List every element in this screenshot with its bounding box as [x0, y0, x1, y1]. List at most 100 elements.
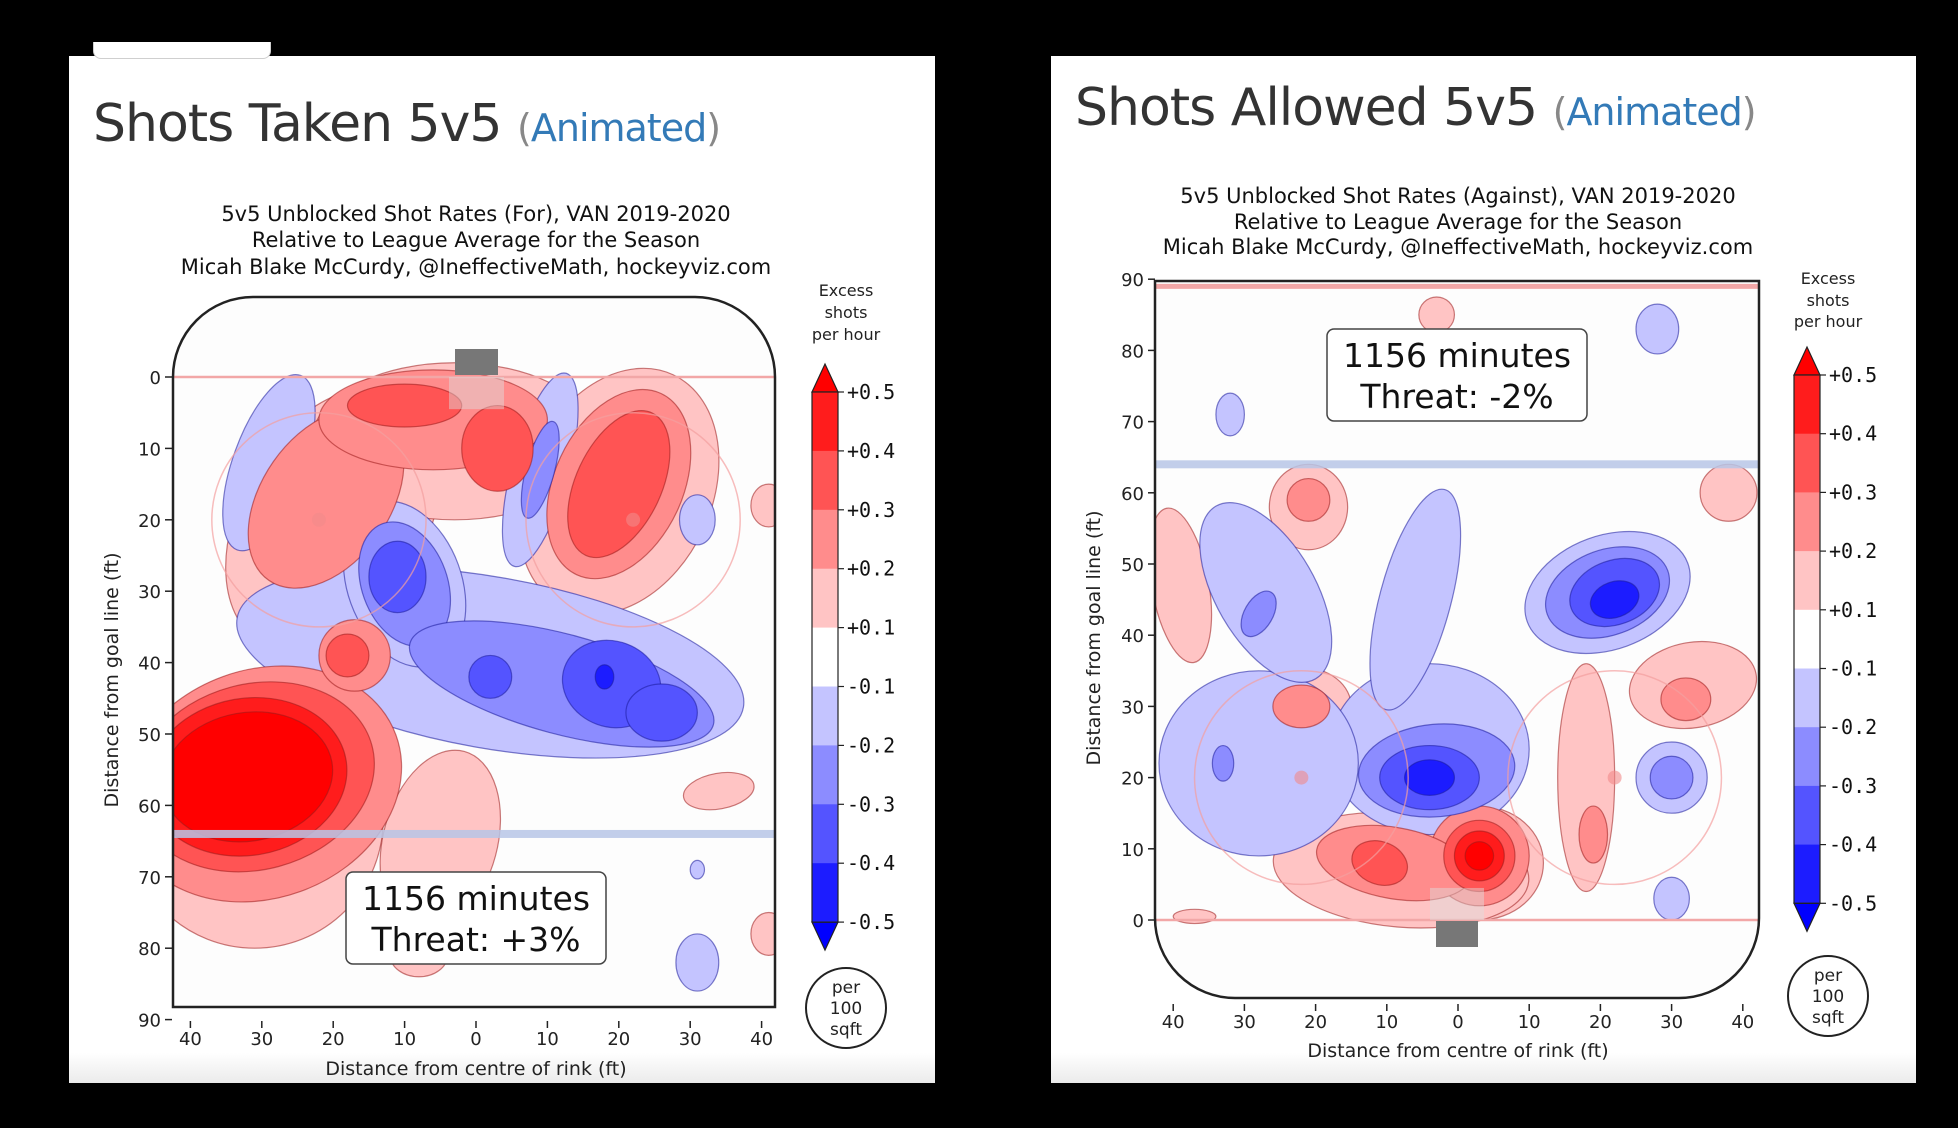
colorbar-tick-label: -0.1 [847, 675, 895, 699]
y-tick-label: 20 [138, 511, 161, 532]
y-tick-label: 90 [138, 1011, 161, 1032]
x-tick-label: 40 [750, 1029, 773, 1050]
panel-heading: Shots Taken 5v5 (Animated) [93, 94, 721, 154]
y-axis-label: Distance from goal line (ft) [1083, 511, 1105, 766]
heat-contour-negative [1403, 759, 1456, 796]
colorbar-segment [812, 568, 838, 629]
threat-annotation-box [345, 871, 607, 965]
chart-title-line: Relative to League Average for the Seaso… [1234, 210, 1682, 234]
colorbar-title: shots [1807, 291, 1850, 310]
colorbar-arrow-top [1793, 345, 1821, 376]
x-tick-label: 20 [607, 1029, 630, 1050]
rink-boards [1153, 279, 1761, 1000]
heat-contour-positive [1660, 677, 1712, 722]
colorbar-tick-label: -0.5 [847, 910, 895, 934]
x-tick-label: 20 [1304, 1012, 1327, 1033]
colorbar-tick-label: +0.1 [1829, 598, 1877, 622]
y-tick-label: 50 [1121, 555, 1144, 576]
colorbar-segment [1794, 785, 1820, 846]
heat-contour-negative [1649, 755, 1694, 800]
colorbar-tick-label: -0.3 [1829, 774, 1877, 798]
colorbar-segment [1794, 609, 1820, 669]
faceoff-circle [1193, 670, 1409, 886]
faceoff-dot [311, 512, 326, 527]
paren-close: ) [1741, 90, 1757, 134]
colorbar-title: per hour [812, 325, 881, 344]
chart-title-line: Micah Blake McCurdy, @IneffectiveMath, h… [1163, 235, 1753, 259]
blue-line [173, 829, 775, 838]
x-tick-label: 10 [1518, 1012, 1541, 1033]
heat-contour-positive [567, 410, 671, 559]
chart-title-line: 5v5 Unblocked Shot Rates (For), VAN 2019… [221, 202, 730, 226]
colorbar-segment [1794, 668, 1820, 728]
goal-crease [1430, 887, 1484, 920]
heat-contour-negative [468, 654, 513, 699]
minutes-label: 1156 minutes [362, 879, 590, 918]
heat-contour-negative [1215, 392, 1246, 437]
colorbar-segment [812, 804, 838, 864]
colorbar-tick-label: +0.2 [847, 557, 895, 581]
faceoff-dot [1607, 770, 1622, 785]
rink-contents [173, 297, 775, 1007]
goal-net [1436, 921, 1478, 947]
unit-badge-text: 100 [1812, 987, 1844, 1007]
threat-label: Threat: +3% [371, 920, 581, 959]
y-tick-label: 60 [138, 796, 161, 817]
colorbar-title: per hour [1794, 312, 1863, 331]
heat-contour-positive [1578, 805, 1609, 864]
x-tick-label: 20 [1589, 1012, 1612, 1033]
heat-contour-positive [1172, 908, 1217, 925]
colorbar-title: Excess [819, 281, 874, 300]
faceoff-dot [626, 512, 641, 527]
heat-contour-negative [1240, 590, 1277, 638]
bottom-fade [1051, 1053, 1916, 1083]
x-tick-label: 40 [1731, 1012, 1754, 1033]
heat-contour-negative [1369, 488, 1462, 711]
chart-title-line: 5v5 Unblocked Shot Rates (Against), VAN … [1180, 184, 1735, 208]
y-tick-label: 10 [138, 439, 161, 460]
y-tick-label: 0 [150, 368, 161, 389]
y-tick-label: 60 [1121, 484, 1144, 505]
y-tick-label: 90 [1121, 270, 1144, 291]
colorbar-segment [812, 450, 838, 511]
chart-title-line: Relative to League Average for the Seaso… [252, 228, 700, 252]
heat-contour-negative [1589, 580, 1640, 619]
colorbar-tick-label: +0.2 [1829, 539, 1877, 563]
paren-open: ( [1552, 90, 1568, 134]
colorbar-tick-label: -0.4 [1829, 833, 1877, 857]
colorbar-frame [811, 391, 839, 923]
y-tick-label: 70 [138, 868, 161, 889]
y-tick-label: 40 [1121, 626, 1144, 647]
heat-contour-positive [1286, 477, 1331, 522]
y-tick-label: 30 [1121, 697, 1144, 718]
animated-link[interactable]: Animated [1566, 90, 1742, 134]
x-tick-label: 30 [679, 1029, 702, 1050]
heat-contour-positive [750, 483, 775, 528]
colorbar-arrow-bottom [811, 921, 839, 952]
heading-text: Shots Taken 5v5 [93, 94, 502, 154]
chart-title-line: Micah Blake McCurdy, @IneffectiveMath, h… [181, 255, 771, 279]
x-tick-label: 10 [536, 1029, 559, 1050]
faceoff-dot [1294, 770, 1309, 785]
heat-contour-positive [1351, 840, 1409, 886]
colorbar: Excess shots per hour +0.5 +0.4 +0.3 +0.2 +0.1 -… [1787, 269, 1877, 1037]
colorbar-tick-label: -0.2 [1829, 715, 1877, 739]
colorbar-tick-label: +0.4 [847, 439, 895, 463]
unit-badge [805, 967, 887, 1049]
threat-label: Threat: -2% [1359, 377, 1553, 416]
heat-contour-negative [678, 494, 716, 546]
colorbar-tick-label: +0.5 [847, 380, 895, 404]
colorbar-tick-label: +0.4 [1829, 422, 1877, 446]
heat-contour-positive [325, 633, 370, 678]
colorbar-title: shots [825, 303, 868, 322]
x-tick-label: 30 [1233, 1012, 1256, 1033]
unit-badge [1787, 955, 1869, 1037]
colorbar-segment [812, 686, 838, 746]
colorbar-tick-label: -0.1 [1829, 657, 1877, 681]
animated-link[interactable]: Animated [530, 106, 707, 150]
tab-stub[interactable] [93, 42, 271, 59]
panel-heading: Shots Allowed 5v5 (Animated) [1075, 78, 1757, 138]
heat-contour-negative [1653, 876, 1690, 921]
chart-shots-for: 5v5 Unblocked Shot Rates (For), VAN 2019… [101, 202, 895, 1080]
